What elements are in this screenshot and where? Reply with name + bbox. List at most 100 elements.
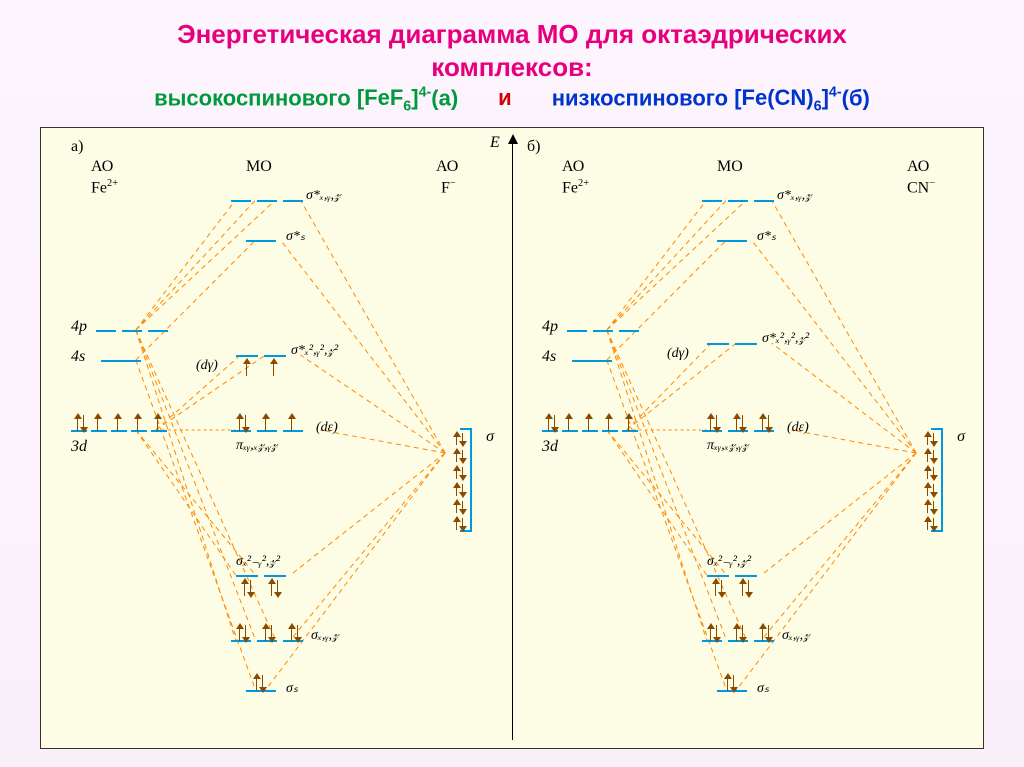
el <box>245 415 246 431</box>
lbl-sigstar-xyz-a: σ*ₓ,ᵧ,𝓏 <box>306 188 341 204</box>
el <box>250 580 251 596</box>
el <box>271 580 272 596</box>
slide: Энергетическая диаграмма МО для октаэдри… <box>0 0 1024 767</box>
lbl-sigstar-xyz-b: σ*ₓ,ᵧ,𝓏 <box>777 188 812 204</box>
el <box>548 415 549 431</box>
ligand-b: CN− <box>907 178 935 197</box>
el <box>933 501 934 513</box>
hs-formula: [FeF6]4- <box>357 85 431 110</box>
el <box>762 415 763 431</box>
el <box>117 415 118 431</box>
el <box>554 415 555 431</box>
lbl-dgamma-a: (dγ) <box>196 358 218 374</box>
el <box>768 415 769 431</box>
el <box>927 450 928 462</box>
el <box>245 625 246 641</box>
el <box>933 433 934 445</box>
el <box>262 675 263 691</box>
el <box>137 415 138 431</box>
panel-a: а) АО МО АО Fe2+ F− 4p 4s 3d σ*ₓ,ᵧ,𝓏 σ*ₛ… <box>41 128 512 748</box>
el <box>927 433 928 445</box>
lbl-4p-b: 4p <box>542 318 558 336</box>
el <box>256 675 257 691</box>
lbl-sigstar-d-a: σ*ₓ²,ᵧ²,𝓏² <box>291 343 338 359</box>
lbl-3d-b: 3d <box>542 438 558 456</box>
el <box>927 467 928 479</box>
el <box>742 580 743 596</box>
el <box>456 518 457 530</box>
el <box>239 415 240 431</box>
lbl-deps-b: (dε) <box>787 420 809 436</box>
el <box>716 625 717 641</box>
lbl-3d-a: 3d <box>71 438 87 456</box>
el <box>462 467 463 479</box>
el <box>291 625 292 641</box>
el <box>710 625 711 641</box>
el <box>246 360 247 376</box>
lvl-sigstar-xyz-a <box>231 200 303 202</box>
hs-suffix: (а) <box>431 85 458 110</box>
lvl-4p-b <box>567 330 639 332</box>
el <box>715 580 716 596</box>
subtitle-row: высокоспинового [FeF6]4-(а) и низкоспино… <box>30 85 994 115</box>
lvl-4p-a <box>96 330 168 332</box>
el <box>97 415 98 431</box>
hdr-ao-lig-b: АО <box>907 158 929 176</box>
hdr-ao-lig-a: АО <box>436 158 458 176</box>
lvl-sigstar-d-b <box>707 343 757 345</box>
el <box>273 360 274 376</box>
el <box>710 415 711 431</box>
ls-suffix: (б) <box>842 85 870 110</box>
el <box>733 675 734 691</box>
el <box>933 467 934 479</box>
el <box>588 415 589 431</box>
lbl-deps-a: (dε) <box>316 420 338 436</box>
lvl-sig-d-b <box>707 575 757 577</box>
el <box>716 415 717 431</box>
el <box>721 580 722 596</box>
el <box>462 484 463 496</box>
lvl-4s-b <box>572 360 612 362</box>
title-line2: комплексов: <box>30 51 994 84</box>
el <box>927 501 928 513</box>
el <box>297 625 298 641</box>
el <box>742 415 743 431</box>
el <box>568 415 569 431</box>
lvl-sigstar-s-a <box>246 240 276 242</box>
lbl-4p-a: 4p <box>71 318 87 336</box>
ligand-a: F− <box>441 178 456 197</box>
hdr-mo-b: МО <box>717 158 743 176</box>
lbl-dgamma-b: (dγ) <box>667 346 689 362</box>
el <box>933 518 934 530</box>
el <box>157 415 158 431</box>
lvl-sig-d-a <box>236 575 286 577</box>
el <box>748 580 749 596</box>
title-line1: Энергетическая диаграмма МО для октаэдри… <box>30 18 994 51</box>
lbl-sig-s-b: σₛ <box>757 680 769 697</box>
el <box>83 415 84 431</box>
lbl-sig-xyz-a: σₓ,ᵧ,𝓏 <box>311 628 339 644</box>
hdr-ao-metal-b: АО <box>562 158 584 176</box>
lbl-sig-d-a: σₓ²₋ᵧ²,𝓏² <box>236 553 280 570</box>
el <box>265 625 266 641</box>
el <box>927 518 928 530</box>
panel-b-tag: б) <box>527 138 540 156</box>
subtitle-highspin: высокоспинового [FeF6]4-(а) <box>154 85 458 115</box>
lbl-sigstar-s-b: σ*ₛ <box>757 228 776 245</box>
ls-formula: [Fe(CN)6]4- <box>734 85 841 110</box>
lbl-4s-b: 4s <box>542 348 556 366</box>
el <box>456 433 457 445</box>
el <box>456 484 457 496</box>
ls-prefix: низкоспинового <box>552 85 735 110</box>
el <box>277 580 278 596</box>
el <box>927 484 928 496</box>
el <box>768 625 769 641</box>
el <box>608 415 609 431</box>
hdr-ao-metal-a: АО <box>91 158 113 176</box>
el <box>265 415 266 431</box>
el <box>462 518 463 530</box>
el <box>456 450 457 462</box>
el <box>456 467 457 479</box>
ligand-sigma-a: σ <box>486 428 494 446</box>
el <box>736 415 737 431</box>
